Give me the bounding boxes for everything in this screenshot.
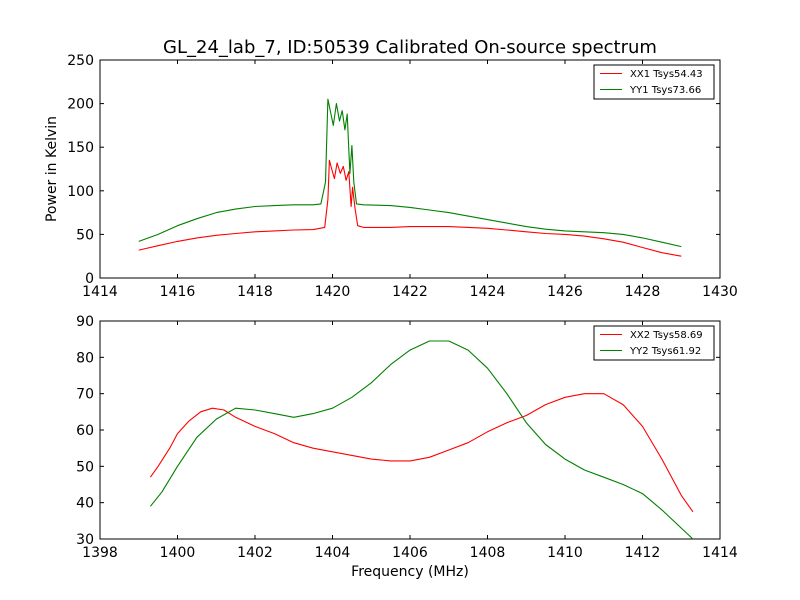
top-series bbox=[138, 98, 682, 257]
top-legend-box bbox=[593, 64, 715, 100]
bottom-legend: XX2 Tsys58.69 YY2 Tsys61.92 bbox=[593, 325, 715, 361]
top-x-tick-label: 1430 bbox=[702, 284, 738, 300]
bottom-legend-box bbox=[593, 325, 715, 361]
top-x-tick-label: 1424 bbox=[470, 284, 506, 300]
top-y-tick-label: 0 bbox=[85, 271, 94, 287]
bottom-x-tick-label: 1400 bbox=[160, 545, 196, 561]
bottom-x-tick-label: 1398 bbox=[82, 545, 118, 561]
bottom-legend-label-yy2: YY2 Tsys61.92 bbox=[629, 346, 701, 357]
top-ticks: 1414 1416 1418 1420 1422 1424 1426 1428 1430 0 50 1… bbox=[67, 53, 738, 300]
top-x-tick-label: 1414 bbox=[82, 284, 118, 300]
top-x-tick-label: 1422 bbox=[392, 284, 428, 300]
bottom-y-tick-label: 40 bbox=[76, 496, 94, 512]
top-legend-label-yy1: YY1 Tsys73.66 bbox=[629, 85, 701, 96]
top-x-tick-label: 1426 bbox=[547, 284, 583, 300]
bottom-series-line-yy bbox=[149, 340, 694, 540]
bottom-x-tick-label: 1404 bbox=[315, 545, 351, 561]
bottom-x-tick-label: 1408 bbox=[470, 545, 506, 561]
top-y-tick-label: 50 bbox=[76, 227, 94, 243]
top-y-tick-label: 200 bbox=[67, 97, 94, 113]
top-x-tick-label: 1420 bbox=[315, 284, 351, 300]
top-y-tick-label: 150 bbox=[67, 140, 94, 156]
x-axis-label: Frequency (MHz) bbox=[351, 564, 469, 580]
bottom-series-line-xx bbox=[149, 393, 694, 513]
top-x-tick-label: 1416 bbox=[160, 284, 196, 300]
top-y-tick-label: 100 bbox=[67, 184, 94, 200]
bottom-legend-label-xx2: XX2 Tsys58.69 bbox=[630, 330, 703, 341]
chart-title: GL_24_lab_7, ID:50539 Calibrated On-sour… bbox=[163, 37, 657, 58]
bottom-y-tick-label: 60 bbox=[76, 423, 94, 439]
top-y-axis-label: Power in Kelvin bbox=[44, 116, 60, 222]
bottom-x-tick-label: 1406 bbox=[392, 545, 428, 561]
bottom-x-tick-label: 1414 bbox=[702, 545, 738, 561]
bottom-y-tick-label: 30 bbox=[76, 532, 94, 548]
top-legend: XX1 Tsys54.43 YY1 Tsys73.66 bbox=[593, 64, 715, 100]
bottom-series bbox=[149, 340, 694, 540]
top-y-tick-label: 250 bbox=[67, 53, 94, 69]
top-legend-label-xx1: XX1 Tsys54.43 bbox=[630, 69, 703, 80]
bottom-x-tick-label: 1412 bbox=[625, 545, 661, 561]
top-x-tick-label: 1418 bbox=[237, 284, 273, 300]
bottom-x-tick-label: 1402 bbox=[237, 545, 273, 561]
top-series-line-yy bbox=[138, 98, 682, 248]
top-panel: 1414 1416 1418 1420 1422 1424 1426 1428 1430 0 50 1… bbox=[44, 53, 738, 300]
bottom-ticks: 1398 1400 1402 1404 1406 1408 1410 1412 1414 30 40… bbox=[76, 314, 738, 561]
bottom-y-tick-label: 80 bbox=[76, 350, 94, 366]
bottom-y-tick-label: 50 bbox=[76, 459, 94, 475]
bottom-y-tick-label: 70 bbox=[76, 387, 94, 403]
bottom-y-tick-label: 90 bbox=[76, 314, 94, 330]
top-x-tick-label: 1428 bbox=[625, 284, 661, 300]
bottom-x-tick-label: 1410 bbox=[547, 545, 583, 561]
top-series-line-xx bbox=[138, 159, 682, 257]
bottom-panel: 1398 1400 1402 1404 1406 1408 1410 1412 1414 30 40… bbox=[76, 314, 738, 580]
